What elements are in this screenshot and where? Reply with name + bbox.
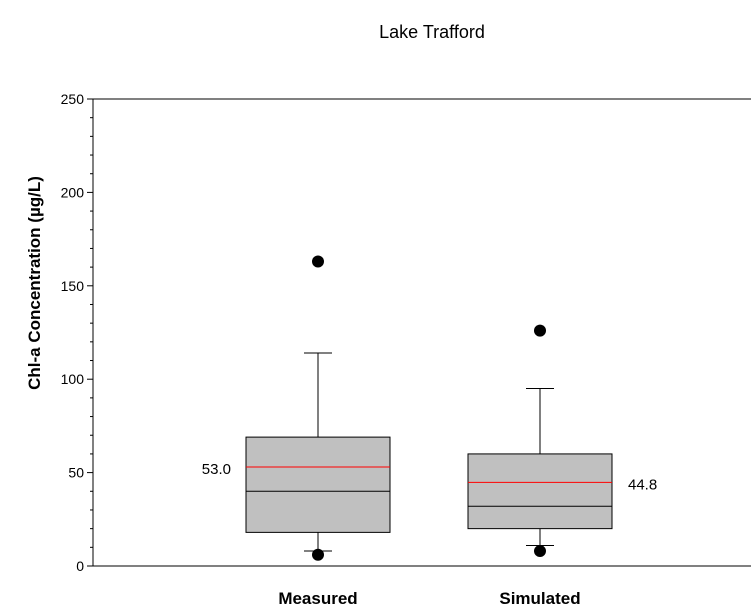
x-tick-labels: Measured Simulated <box>278 589 580 608</box>
y-tick-label: 250 <box>61 91 85 107</box>
mean-value-label: 53.0 <box>202 461 231 478</box>
y-ticks: 0 50 100 150 200 250 <box>61 91 93 574</box>
axes <box>92 98 751 567</box>
boxes: 53.0 44.8 <box>202 255 657 561</box>
x-tick-label: Simulated <box>499 589 580 608</box>
box-measured: 53.0 <box>202 255 391 561</box>
y-tick-label: 0 <box>76 558 84 574</box>
mean-value-label: 44.8 <box>628 476 657 493</box>
y-tick-label: 50 <box>68 465 84 481</box>
box-simulated: 44.8 <box>467 324 657 558</box>
y-tick-label: 150 <box>61 278 85 294</box>
outlier-point <box>312 255 324 268</box>
y-tick-label: 200 <box>61 184 85 200</box>
outlier-point <box>312 548 324 561</box>
outlier-point <box>534 324 546 337</box>
iqr-box <box>245 436 391 533</box>
iqr-box <box>467 453 613 530</box>
chart-title: Lake Trafford <box>379 22 485 42</box>
x-tick-label: Measured <box>278 589 357 608</box>
outlier-point <box>534 545 546 558</box>
y-axis-label: Chl-a Concentration (µg/L) <box>25 176 44 390</box>
y-tick-label: 100 <box>61 371 85 387</box>
